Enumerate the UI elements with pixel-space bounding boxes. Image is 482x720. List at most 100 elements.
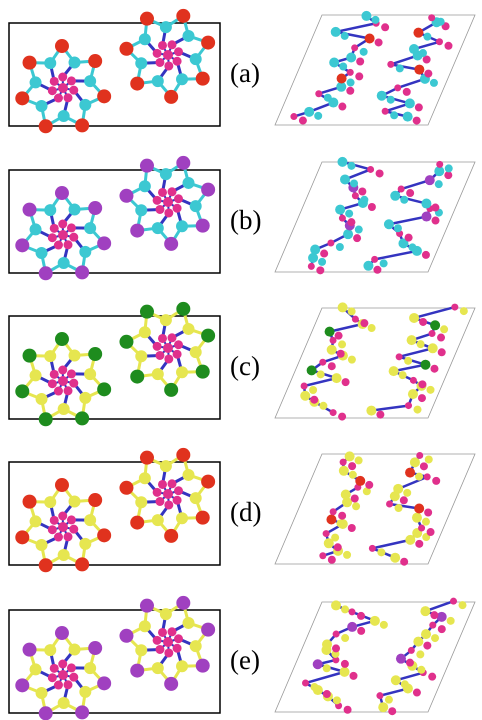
atom — [334, 331, 343, 340]
atom — [418, 380, 427, 389]
atom — [164, 676, 179, 691]
atom — [332, 696, 341, 705]
atom — [29, 515, 42, 528]
atom — [15, 91, 30, 106]
atom — [167, 187, 177, 197]
atom — [53, 93, 63, 103]
atom — [355, 72, 364, 81]
supercell-box — [8, 609, 221, 714]
atom — [375, 169, 384, 178]
atom — [458, 601, 467, 610]
atom — [421, 211, 432, 222]
atom — [88, 347, 103, 362]
atom — [63, 680, 73, 690]
atom — [312, 659, 323, 670]
atom — [35, 246, 48, 259]
atom — [329, 57, 340, 68]
atom — [319, 552, 327, 560]
atom — [354, 225, 363, 234]
atom — [66, 515, 76, 525]
panel: (c) — [8, 301, 476, 427]
atom — [350, 179, 359, 188]
panel: (a) — [8, 8, 476, 134]
atom — [163, 197, 173, 207]
atom — [333, 543, 342, 552]
atom — [390, 111, 399, 120]
atom — [130, 76, 145, 91]
atom — [47, 379, 57, 389]
atom — [58, 365, 68, 375]
atom — [152, 195, 162, 205]
atom — [437, 625, 446, 634]
atom — [411, 512, 422, 523]
atom — [347, 524, 356, 533]
atom — [356, 57, 365, 66]
atom — [376, 90, 387, 101]
atom — [390, 675, 401, 686]
supercell-box — [8, 169, 221, 274]
supercell-box — [8, 461, 221, 566]
atom — [381, 107, 389, 115]
atom — [319, 401, 328, 410]
atom — [58, 83, 68, 93]
atom — [38, 266, 53, 281]
atom — [54, 332, 69, 347]
atom — [332, 644, 341, 653]
bond — [413, 305, 456, 320]
atom — [54, 478, 69, 493]
atom — [344, 451, 355, 462]
atom — [369, 615, 380, 626]
bond — [397, 475, 428, 490]
bond — [372, 538, 411, 550]
atom — [164, 648, 174, 658]
atom — [66, 223, 76, 233]
atom — [316, 266, 325, 275]
bond — [394, 194, 427, 205]
atom — [318, 257, 327, 266]
atom — [159, 314, 172, 327]
atom — [406, 189, 415, 198]
atom — [336, 73, 347, 84]
atom — [417, 394, 426, 403]
atom — [351, 44, 359, 52]
atom — [407, 389, 418, 400]
atom — [343, 705, 352, 714]
atom — [437, 348, 446, 357]
atom — [182, 176, 195, 189]
atom — [324, 326, 335, 337]
atom — [88, 493, 103, 508]
bond — [329, 322, 363, 333]
atom — [394, 84, 402, 92]
atom — [406, 335, 417, 346]
atom — [336, 519, 345, 528]
atom — [402, 87, 411, 96]
atom — [330, 26, 341, 37]
atom — [84, 368, 97, 381]
atom — [387, 60, 395, 68]
atom — [174, 47, 184, 57]
atom — [66, 76, 76, 86]
atom — [167, 479, 177, 489]
atom — [155, 204, 165, 214]
atom — [182, 468, 195, 481]
atom — [424, 508, 433, 517]
atom — [57, 109, 70, 122]
atom — [63, 93, 73, 103]
atom — [436, 160, 444, 168]
atom — [97, 382, 112, 397]
atom — [436, 17, 445, 26]
atom — [47, 233, 57, 243]
atom — [164, 89, 179, 104]
unit-cell — [274, 14, 476, 126]
atom — [423, 641, 432, 650]
atom — [201, 474, 216, 489]
atom — [135, 204, 148, 217]
atom — [336, 81, 347, 92]
atom — [35, 99, 48, 112]
atom — [58, 659, 68, 669]
atom — [58, 219, 68, 229]
atom — [340, 659, 349, 668]
atom — [420, 359, 431, 370]
atom — [57, 548, 70, 561]
atom — [84, 75, 97, 88]
